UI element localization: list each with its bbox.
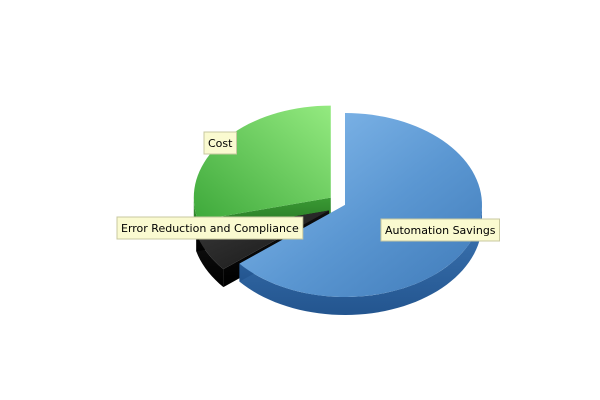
pie-slice-0: [239, 113, 482, 315]
slice-label-text: Error Reduction and Compliance: [121, 222, 299, 235]
slice-label-1: Error Reduction and Compliance: [116, 216, 304, 240]
slice-label-box: [380, 218, 500, 242]
pie-slice-side: [239, 205, 482, 315]
slice-label-box: [116, 216, 304, 240]
slice-label-0: Automation Savings: [380, 218, 500, 242]
slice-label-2: Cost: [203, 131, 237, 155]
slice-label-text: Automation Savings: [385, 224, 496, 237]
slice-label-text: Cost: [208, 137, 233, 150]
slice-label-box: [203, 131, 237, 155]
pie-slice-top: [239, 113, 482, 297]
pie-slice-top: [193, 105, 331, 221]
